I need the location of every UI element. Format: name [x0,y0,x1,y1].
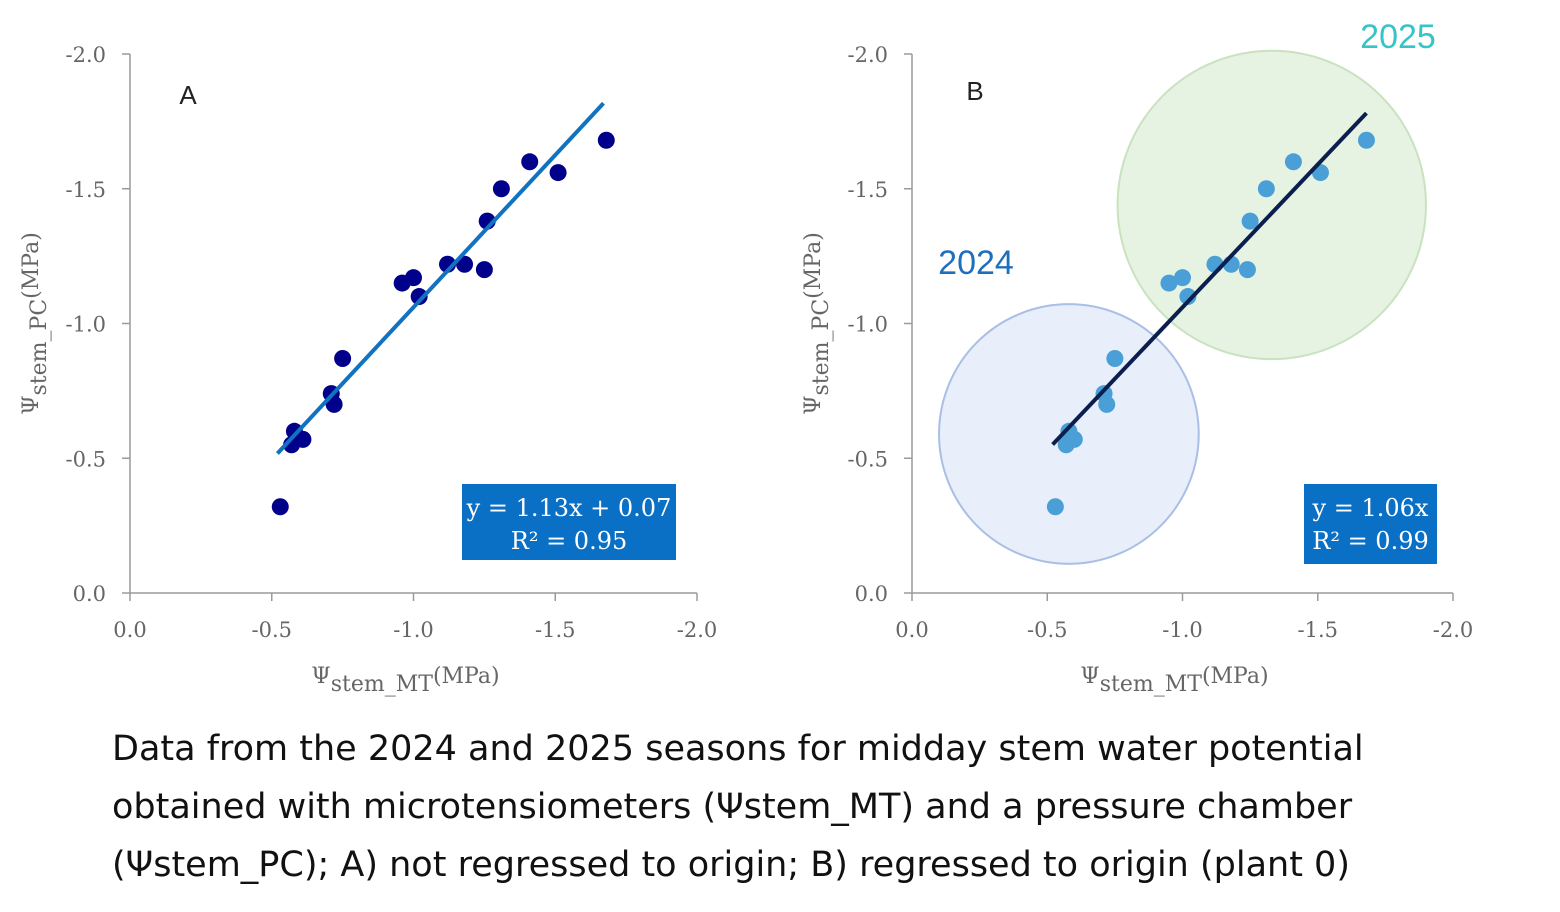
data-point [1106,350,1124,368]
y-tick-label: -1.5 [848,178,889,202]
data-point [597,131,615,149]
y-tick-label: -1.0 [66,313,107,337]
y-tick-label: -0.5 [66,447,107,471]
y-tick-label: 0.0 [855,582,888,606]
x-axis-label: Ψstem_MT(MPa) [311,664,499,697]
data-point [1357,131,1375,149]
data-point [334,350,352,368]
data-point [1238,261,1256,279]
x-tick-label: -2.0 [677,618,718,642]
r-squared-text: R² = 0.99 [1312,527,1429,555]
group-circle-2025 [1116,49,1427,361]
y-tick-label: -1.0 [848,313,889,337]
x-tick-label: -1.0 [1162,618,1203,642]
data-point [405,269,422,287]
panel-b-chart: 2024 2025 0.0 -0.5 -1.0 -1.5 -2.0 0.0 -0.5 -1.0 -1… [801,18,1473,697]
data-point [294,430,312,448]
x-tick-label: 0.0 [895,618,928,642]
data-point [475,261,493,279]
data-point [521,153,539,171]
figure-svg: 0.0 -0.5 -1.0 -1.5 -2.0 0.0 -0.5 -1.0 -1.5 -2.0 Ψs… [19,18,1473,697]
panel-label-a: A [179,80,197,110]
r-squared-text: R² = 0.95 [511,527,628,555]
data-point [1098,395,1116,413]
y-tick-label: -2.0 [848,43,889,67]
x-axis-label: Ψstem_MT(MPa) [1080,664,1268,697]
data-point [1257,180,1275,198]
x-tick-label: -0.5 [252,618,293,642]
figure-caption: Data from the 2024 and 2025 seasons for … [112,720,1552,894]
y-tick-label: -1.5 [66,178,107,202]
caption-line-2: obtained with microtensiometers (Ψstem_M… [112,787,1353,827]
y-tick-label: -2.0 [66,43,107,67]
data-point [492,180,510,198]
data-point [1065,430,1083,448]
data-point [1179,288,1197,306]
y-axis-label: Ψstem_PC(MPa) [19,232,52,415]
season-label-2024: 2024 [938,244,1014,282]
y-tick-label: 0.0 [73,582,106,606]
data-point [410,288,428,306]
data-point [1284,153,1302,171]
data-point [1160,274,1178,292]
y-tick-label: -0.5 [848,447,889,471]
panel-label-b: B [966,76,983,106]
data-point [1046,498,1064,516]
equation-text: y = 1.06x [1312,494,1429,522]
x-tick-label: 0.0 [113,618,146,642]
regression-line [275,101,605,455]
y-axis-label: Ψstem_PC(MPa) [801,232,834,415]
panel-a-chart: 0.0 -0.5 -1.0 -1.5 -2.0 0.0 -0.5 -1.0 -1.5 -2.0 Ψs… [19,43,717,697]
data-point [1241,212,1259,230]
equation-text: y = 1.13x + 0.07 [466,494,672,522]
data-point [271,498,289,516]
equation-box [462,484,676,560]
figure-stage: 0.0 -0.5 -1.0 -1.5 -2.0 0.0 -0.5 -1.0 -1.5 -2.0 Ψs… [19,18,1473,697]
x-tick-label: -2.0 [1433,618,1474,642]
equation-box [1304,484,1437,564]
caption-line-1: Data from the 2024 and 2025 seasons for … [112,729,1364,769]
data-point [549,164,567,182]
caption-line-3: (Ψstem_PC); A) not regressed to origin; … [112,845,1350,885]
regression-line [1051,111,1368,446]
season-label-2025: 2025 [1360,18,1436,56]
data-point [1174,269,1191,287]
x-tick-label: -0.5 [1027,618,1068,642]
x-tick-label: -1.5 [1298,618,1339,642]
x-tick-label: -1.5 [535,618,576,642]
x-tick-label: -1.0 [393,618,434,642]
